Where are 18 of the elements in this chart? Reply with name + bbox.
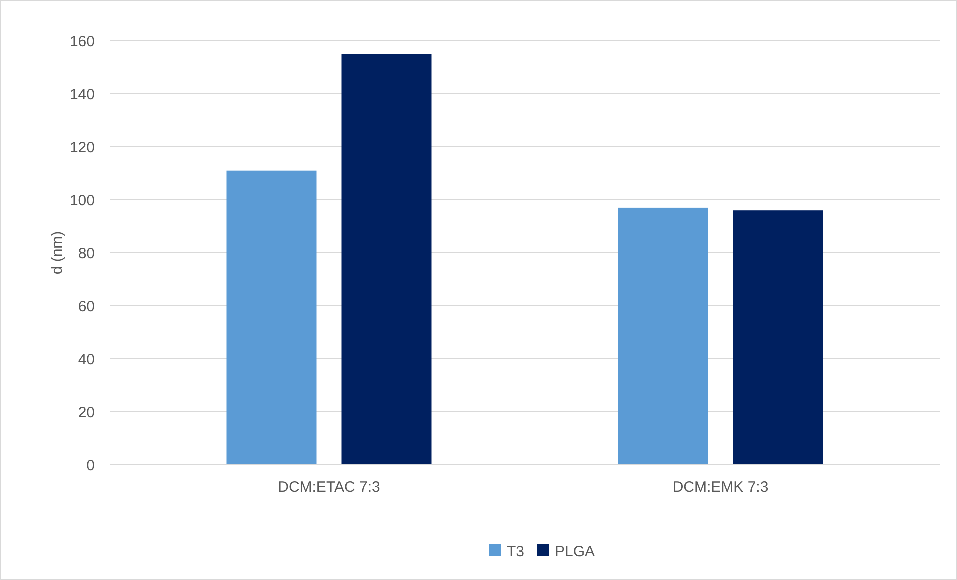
legend-label: PLGA (555, 543, 596, 560)
y-tick-label: 0 (86, 457, 95, 474)
x-tick-label: DCM:EMK 7:3 (672, 479, 769, 496)
y-tick-label: 120 (70, 139, 95, 156)
y-tick-label: 80 (78, 245, 95, 262)
y-tick-label: 100 (70, 192, 95, 210)
y-tick-label: 40 (78, 351, 95, 368)
bar (733, 210, 824, 465)
legend-label: T3 (507, 543, 525, 560)
y-tick-label: 140 (70, 86, 95, 104)
y-axis-title: d (nm) (49, 231, 66, 275)
y-tick-label: 60 (78, 298, 95, 316)
y-tick-label: 160 (70, 33, 95, 50)
bar (618, 208, 708, 465)
x-tick-label: DCM:ETAC 7:3 (278, 479, 380, 496)
bar (226, 170, 317, 465)
bar (342, 54, 432, 465)
y-tick-label: 20 (78, 404, 95, 422)
